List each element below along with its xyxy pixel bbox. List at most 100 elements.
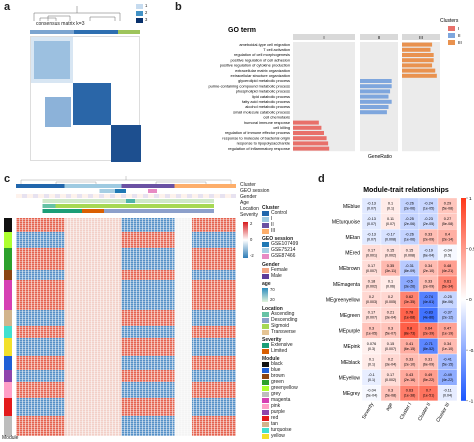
expression-module-block [16, 398, 236, 416]
module-trait-pvalue: (2e-09) [423, 285, 435, 289]
module-trait-value: -0.13 [367, 202, 376, 206]
module-trait-rows: MEblue MEturquoise MEtan MEred MEbrown MEmage… [326, 204, 361, 397]
module-trait-value: 0.21 [387, 311, 394, 315]
go-bar [402, 63, 433, 68]
go-bar [402, 42, 433, 47]
module-trait-pvalue: (0.1) [368, 378, 375, 382]
consensus-block-3 [111, 125, 141, 162]
go-legend-swatch [448, 26, 455, 31]
module-trait-pvalue: (3e-11) [385, 269, 396, 273]
module-legend-items: black blue brown green greenyellow grey magent… [262, 361, 298, 442]
legend-label: black [271, 361, 283, 367]
module-trait-pvalue: (1e-38) [404, 394, 416, 398]
module-trait-cell [437, 385, 458, 401]
module-trait-value: 0.15 [387, 248, 394, 252]
legend-swatch [262, 428, 269, 433]
module-trait-pvalue: (0.003) [366, 300, 377, 304]
go-term-label: response to molecule of bacterial origin [222, 135, 290, 140]
module-trait-value: 0.17 [368, 264, 375, 268]
module-trait-pvalue: (0.5) [444, 253, 451, 257]
module-trait-value: 0.2 [388, 295, 393, 299]
module-bar-segment [4, 218, 12, 232]
module-trait-pvalue: (4e-86) [423, 316, 435, 320]
legend-swatch [262, 268, 269, 273]
module-trait-value: 0.33 [425, 233, 432, 237]
module-trait-value: 0.15 [387, 342, 394, 346]
legend-label: Limited [271, 348, 288, 354]
annotation-tracks [16, 184, 236, 217]
legend-swatch-2 [136, 11, 143, 16]
expression-module-block [16, 248, 236, 270]
module-side-bar [4, 218, 12, 436]
expression-module-block [16, 232, 236, 248]
module-trait-row-label: MEgreenyellow [326, 297, 361, 303]
module-trait-value: 0.43 [406, 373, 413, 377]
go-term-label: alcohol metabolic process [245, 104, 290, 109]
module-bar-segment [4, 280, 12, 310]
go-bar [360, 84, 392, 89]
module-trait-value: 0.61 [444, 280, 451, 284]
module-trait-pvalue: (8e-73) [404, 331, 416, 335]
module-trait-value: 0.18 [368, 280, 375, 284]
legend-label: III [271, 228, 276, 234]
module-trait-pvalue: (0.008) [385, 238, 396, 242]
module-trait-pvalue: (1e-19) [442, 331, 454, 335]
go-bar [293, 141, 329, 146]
expression-module-block [16, 370, 236, 382]
module-trait-value: -0.26 [405, 202, 414, 206]
module-trait-pvalue: (0.008) [404, 253, 415, 257]
module-trait-value: 0.63 [406, 389, 413, 393]
module-trait-col-label: Severity [361, 401, 375, 420]
cluster-legend-items: Control I II III [262, 211, 287, 235]
module-trait-pvalue: (0.1) [387, 207, 394, 211]
module-trait-pvalue: (6e-15) [404, 347, 416, 351]
colorbar-tick-label: 0.5 [469, 247, 474, 253]
module-trait-pvalue: (5e-04) [366, 394, 378, 398]
legend-swatch [262, 324, 269, 329]
module-bar-segment [4, 356, 12, 370]
legend-label: GSE107499 [271, 241, 299, 247]
module-trait-value: 0.3 [388, 389, 393, 393]
legend-label: Descending [271, 317, 298, 323]
legend-swatch [262, 362, 269, 367]
gender-legend-title: Gender [262, 262, 280, 268]
module-trait-col-label: age [385, 402, 394, 412]
go-term-label: regulation of inflammatory response [228, 146, 290, 151]
module-trait-value: 0.17 [387, 373, 394, 377]
module-trait-value: 0.2 [388, 358, 393, 362]
scale-mid: 0 [250, 237, 253, 242]
legend-swatch [262, 386, 269, 391]
scale-min: -2 [250, 253, 254, 258]
legend-swatch [262, 404, 269, 409]
module-axis-label: Module [2, 435, 19, 441]
legend-swatch [262, 330, 269, 335]
module-trait-pvalue: (1e-05) [366, 331, 378, 335]
track-geo [16, 189, 236, 193]
location-legend-items: Ascending Descending Sigmoid Transverse [262, 312, 297, 336]
go-bar [402, 47, 431, 52]
module-trait-value: 0.78 [406, 311, 413, 315]
legend-label-3: 3 [145, 17, 148, 22]
module-trait-col-label: Cluster II [417, 402, 432, 422]
go-legend-swatch [448, 40, 455, 45]
track-label-age: Age [240, 200, 249, 206]
module-trait-pvalue: (3e-04) [385, 316, 397, 320]
module-trait-pvalue: (0.07) [367, 238, 376, 242]
module-trait-value: 0.076 [367, 342, 377, 346]
legend-swatch [262, 274, 269, 279]
module-bar-segment [4, 326, 12, 338]
module-trait-pvalue: (2e-12) [442, 316, 454, 320]
expression-module-block [16, 270, 236, 280]
go-facet-label-I: I [323, 35, 324, 40]
go-legend-title: Clusters [440, 18, 459, 24]
go-bar [360, 105, 389, 109]
legend-label: Control [271, 210, 288, 216]
go-bar [402, 53, 434, 57]
module-trait-pvalue: (2e-14) [442, 238, 454, 242]
go-bar [360, 89, 391, 94]
module-trait-value: -0.13 [367, 217, 376, 221]
module-trait-pvalue: (5e-08) [385, 394, 397, 398]
legend-label: Extensive [271, 342, 293, 348]
module-trait-value: -0.49 [443, 373, 452, 377]
track-label-gender: Gender [240, 194, 257, 200]
